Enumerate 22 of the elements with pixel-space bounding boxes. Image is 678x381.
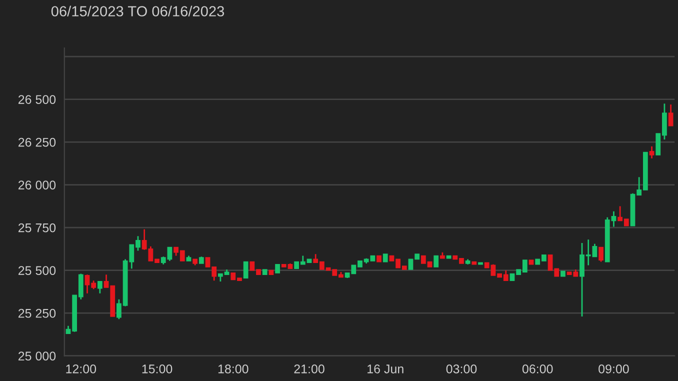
y-tick-label: 25 000 xyxy=(18,352,56,361)
x-tick-label: 06:00 xyxy=(522,364,553,374)
x-tick-label: 18:00 xyxy=(218,364,248,374)
candlestick xyxy=(243,261,248,278)
x-tick-label: 03:00 xyxy=(446,364,477,374)
candlestick xyxy=(649,146,654,160)
y-tick-label: 25 250 xyxy=(18,308,56,318)
y-tick-label: 25 500 xyxy=(18,266,56,275)
x-tick-label: 09:00 xyxy=(598,364,629,374)
x-tick-label: 16 Jun xyxy=(368,364,404,374)
x-tick-label: 15:00 xyxy=(142,364,172,374)
y-tick-label: 26 250 xyxy=(18,138,56,147)
candlestick xyxy=(434,255,439,268)
candlestick xyxy=(668,104,674,127)
candlestick xyxy=(97,280,102,294)
y-tick-label: 25 750 xyxy=(18,223,56,232)
y-tick-label: 26 500 xyxy=(18,95,56,104)
chart-title: 06/15/2023 TO 06/16/2023 xyxy=(51,6,224,16)
y-tick-label: 26 000 xyxy=(18,180,56,190)
x-tick-label: 21:00 xyxy=(294,364,324,374)
x-tick-label: 12:00 xyxy=(66,364,96,374)
candlestick xyxy=(598,246,604,262)
